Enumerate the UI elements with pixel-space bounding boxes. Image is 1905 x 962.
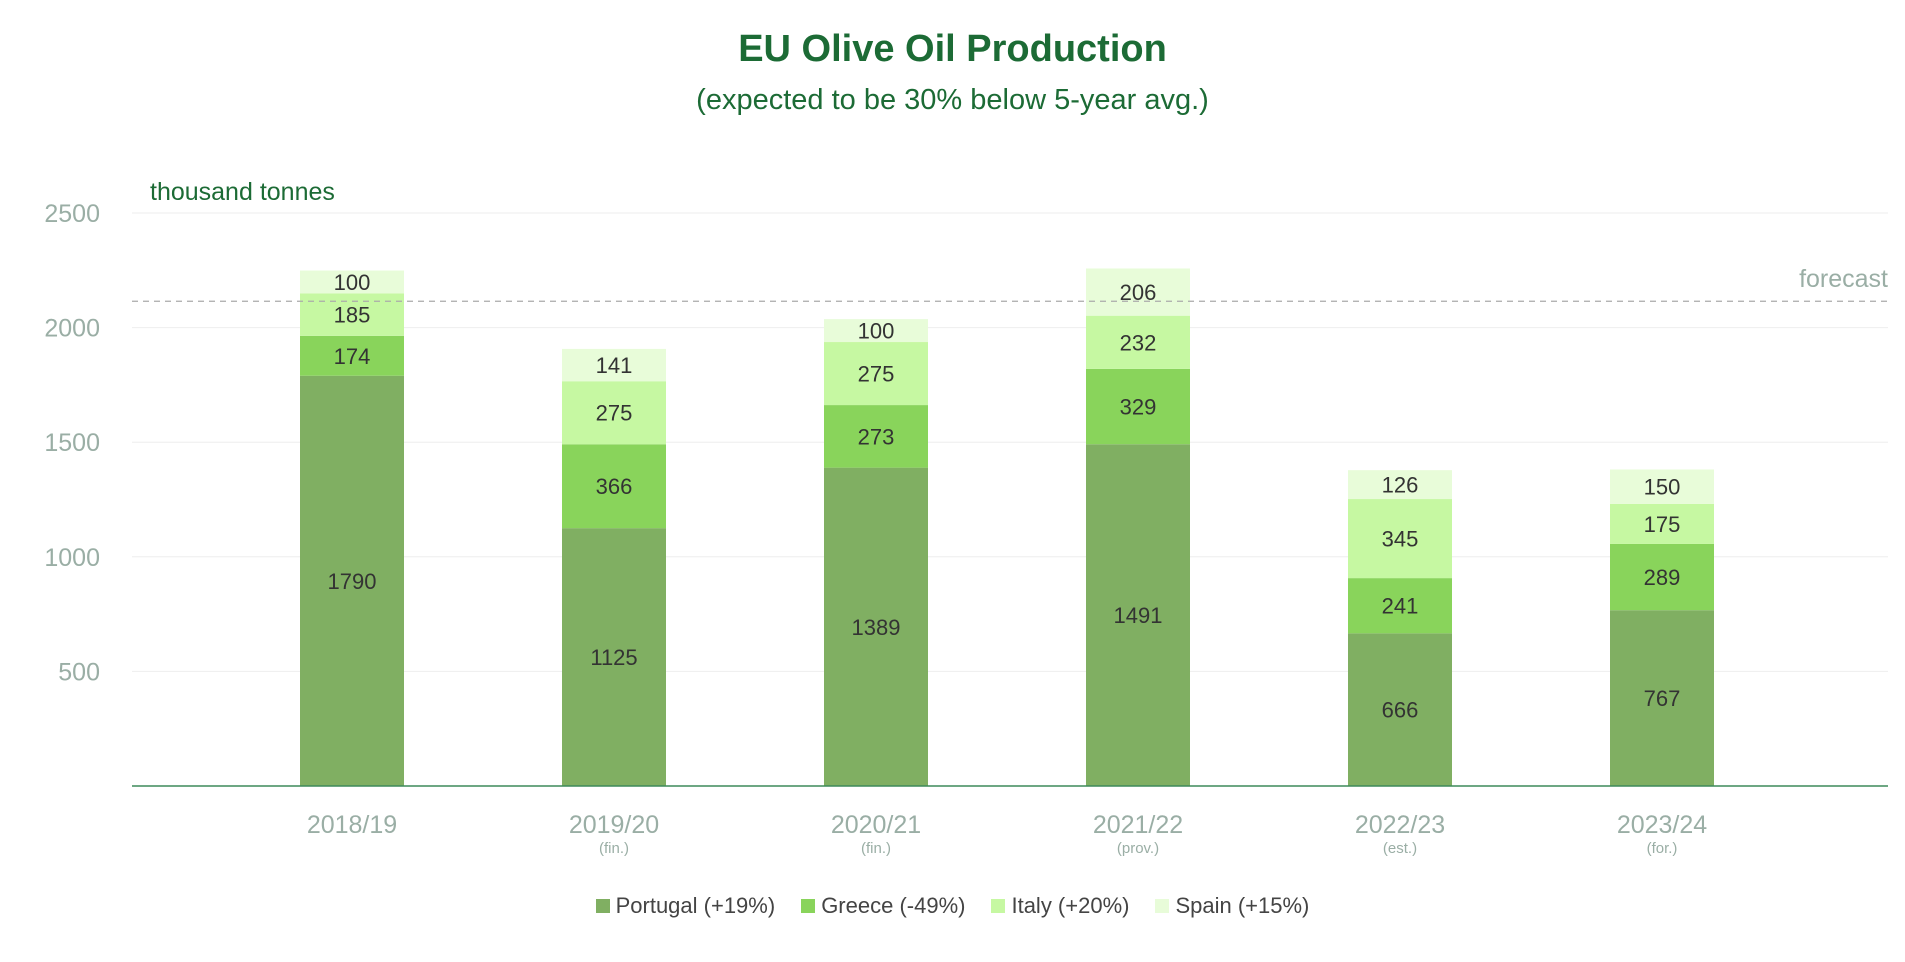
forecast-label: forecast (1799, 265, 1888, 293)
x-tick-label: 2020/21 (831, 811, 921, 839)
bar-segment (1610, 610, 1714, 786)
legend-label: Greece (-49%) (821, 893, 966, 918)
data-label: 185 (334, 303, 371, 328)
data-label: 174 (334, 344, 371, 369)
bar-segment (300, 375, 404, 786)
y-axis-label: thousand tonnes (150, 178, 335, 206)
bar-segment (1610, 469, 1714, 504)
bar-segment (1086, 368, 1190, 445)
data-label: 273 (858, 424, 895, 449)
bar-segment (824, 342, 928, 406)
data-label: 1125 (590, 645, 637, 670)
bar-segment (1086, 268, 1190, 316)
data-label: 175 (1644, 512, 1681, 537)
legend-swatch (991, 899, 1006, 913)
chart-legend: Portugal (+19%) Greece (-49%) Italy (+20%)… (0, 893, 1905, 919)
bar-segment (824, 319, 928, 343)
y-tick-label: 1500 (44, 429, 100, 457)
bar-segment (562, 381, 666, 445)
data-label: 150 (1644, 475, 1681, 500)
legend-label: Portugal (+19%) (615, 893, 776, 918)
y-tick-label: 2000 (44, 315, 100, 343)
bar-segment (824, 467, 928, 786)
legend-swatch (1155, 899, 1170, 913)
data-label: 141 (596, 353, 633, 378)
data-label: 1389 (852, 615, 901, 640)
data-label: 1491 (1114, 603, 1163, 628)
bar-segment (562, 528, 666, 786)
x-tick-label: 2021/22 (1093, 811, 1183, 839)
bar-segment (1610, 543, 1714, 611)
legend-item: Spain (+15%) (1155, 893, 1309, 919)
data-label: 366 (596, 474, 633, 499)
legend-label: Spain (+15%) (1175, 893, 1310, 918)
stacked-bar-chart: 500 1000 1500 2000 2500 thousand tonnes 1790 17… (44, 178, 1888, 857)
bar-segment (1086, 315, 1190, 369)
bar-segment (562, 348, 666, 382)
legend-label: Italy (+20%) (1011, 893, 1130, 918)
x-tick-label: 2022/23 (1355, 811, 1445, 839)
bar-segment (1348, 499, 1452, 579)
bar-segment (300, 335, 404, 376)
data-label: 289 (1644, 565, 1681, 590)
data-label: 666 (1382, 698, 1419, 723)
bar-segment (1610, 503, 1714, 544)
data-label: 275 (858, 362, 895, 387)
x-tick-label: 2019/20 (569, 811, 659, 839)
x-tick-note: (prov.) (1117, 840, 1159, 857)
bar-segment (1348, 470, 1452, 500)
legend-item: Italy (+20%) (991, 893, 1129, 919)
legend-item: Greece (-49%) (801, 893, 965, 919)
bar-segment (824, 405, 928, 468)
data-label: 345 (1382, 527, 1419, 552)
bar-segment (300, 293, 404, 336)
x-tick-label: 2023/24 (1617, 811, 1707, 839)
data-label: 767 (1644, 686, 1681, 711)
x-tick-note: (fin.) (861, 840, 891, 857)
bar-segment (1348, 633, 1452, 786)
x-tick-label: 2018/19 (307, 811, 397, 839)
data-label: 100 (858, 319, 895, 344)
bar-segment (562, 444, 666, 529)
chart-subtitle: (expected to be 30% below 5-year avg.) (696, 84, 1209, 116)
data-label: 232 (1120, 330, 1157, 355)
bar-segment (1086, 444, 1190, 786)
bar-segment (300, 270, 404, 294)
data-label: 329 (1120, 395, 1157, 420)
y-tick-label: 500 (58, 658, 100, 686)
data-label: 100 (334, 270, 371, 295)
x-tick-note: (fin.) (599, 840, 629, 857)
chart-title: EU Olive Oil Production (738, 28, 1167, 70)
y-tick-label: 2500 (44, 200, 100, 228)
x-tick-note: (for.) (1647, 840, 1678, 857)
data-label: 241 (1382, 594, 1419, 619)
data-label: 275 (596, 401, 633, 426)
legend-swatch (801, 899, 816, 913)
bar-segment (1348, 578, 1452, 634)
x-tick-note: (est.) (1383, 840, 1417, 857)
data-label: 126 (1382, 473, 1419, 498)
data-label: 1790 (328, 569, 377, 594)
legend-item: Portugal (+19%) (595, 893, 776, 919)
legend-swatch (595, 899, 610, 913)
y-tick-label: 1000 (44, 544, 100, 572)
